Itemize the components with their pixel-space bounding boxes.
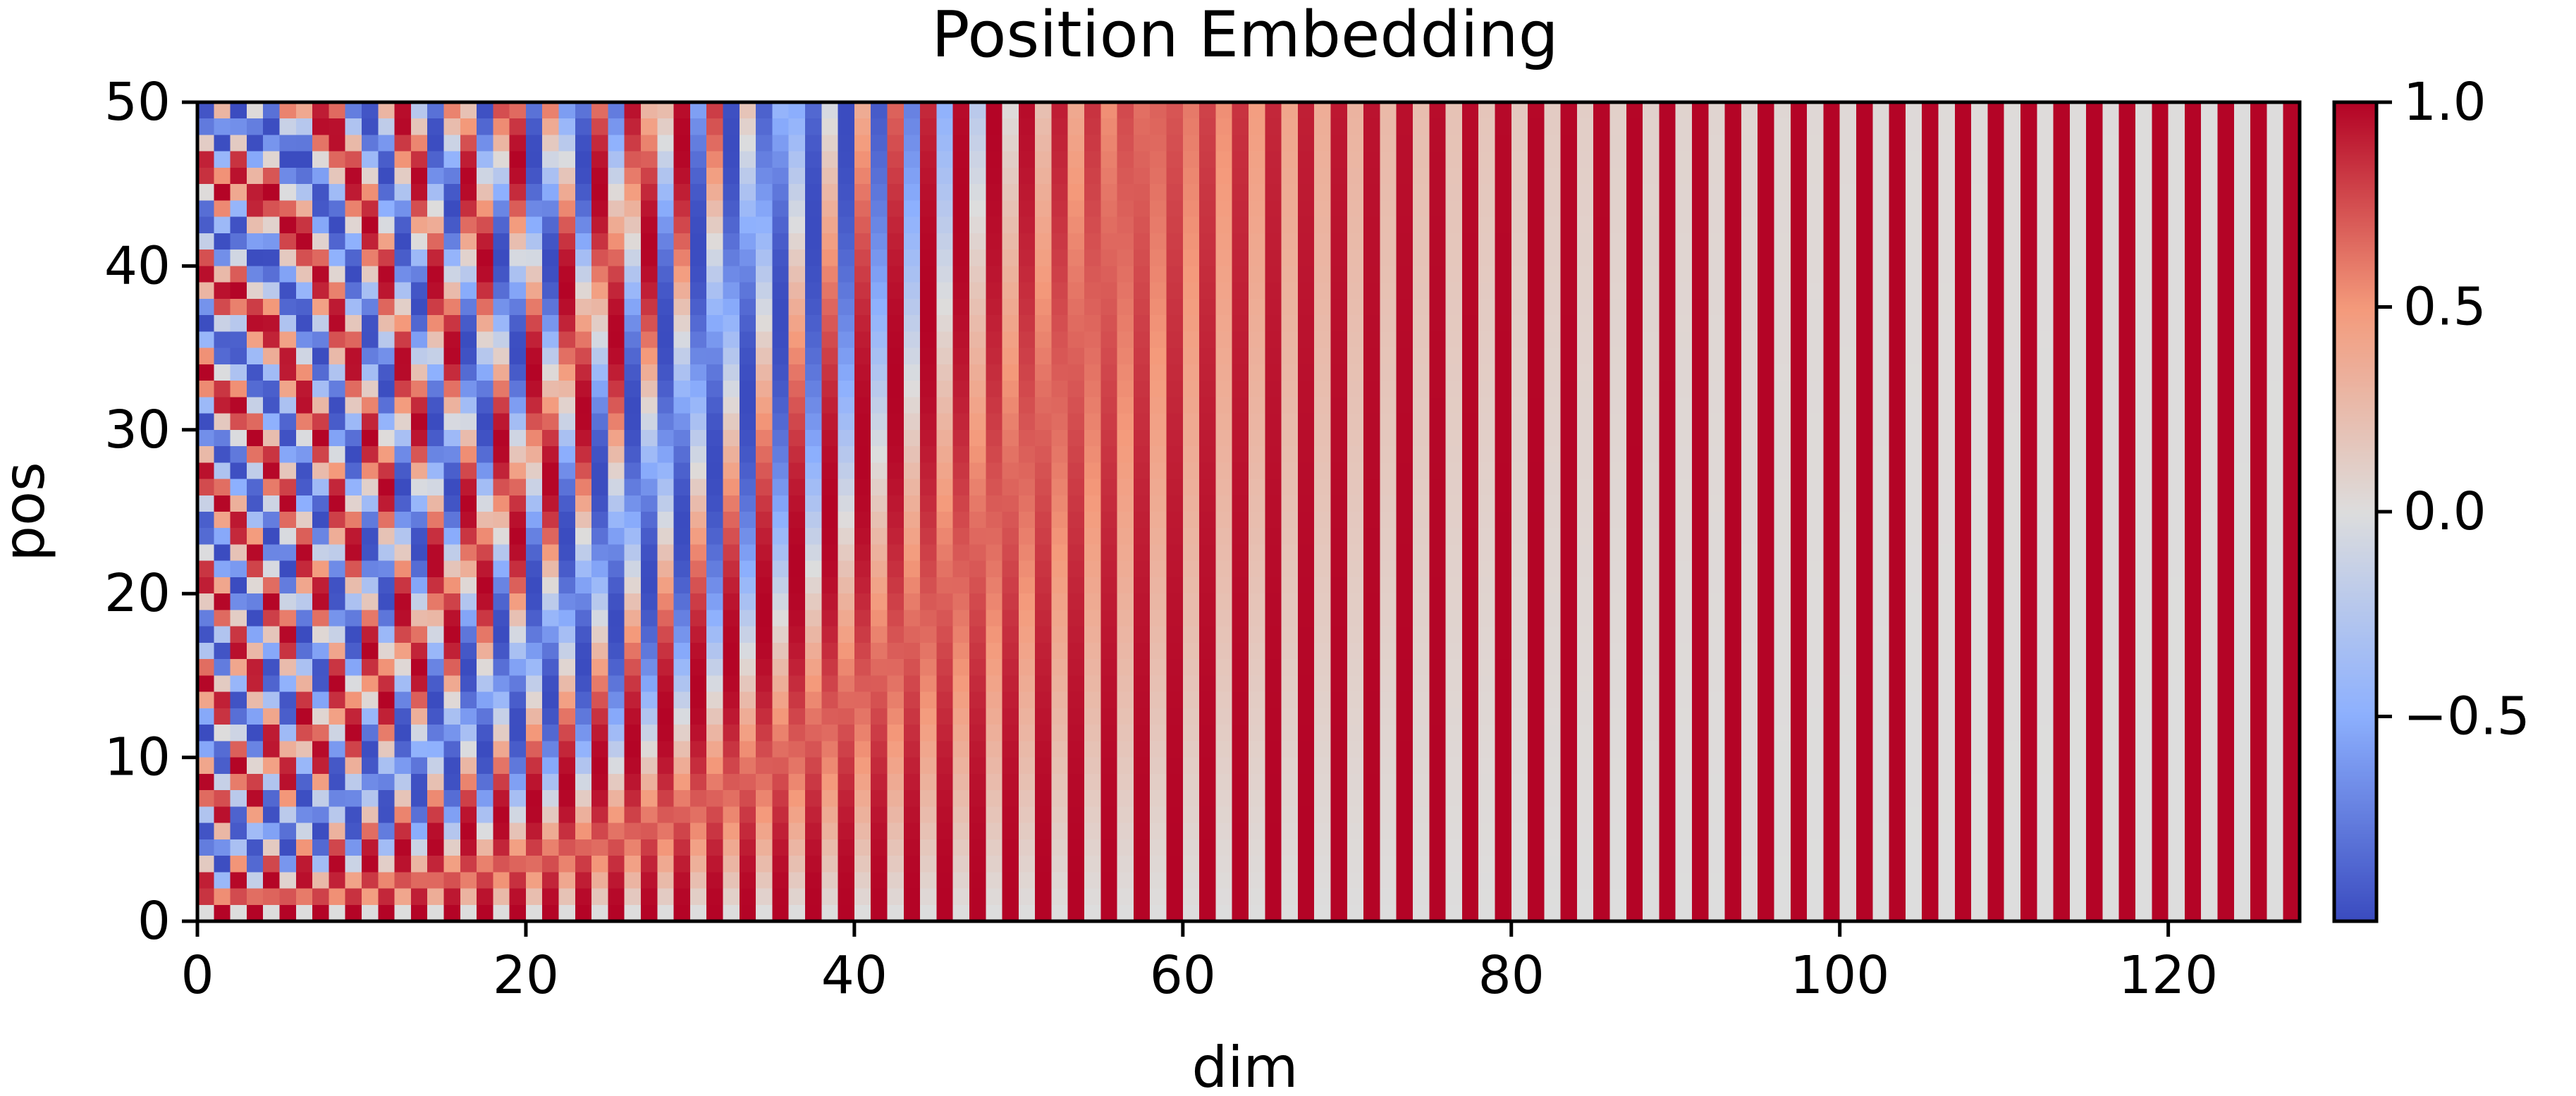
x-axis-ticks: 0 20 40 60 80 100 120 [180, 921, 2218, 1006]
y-tick-label: 40 [104, 235, 171, 296]
x-tick-label: 100 [1790, 945, 1889, 1006]
x-tick-label: 120 [2118, 945, 2218, 1006]
chart-title: Position Embedding [931, 0, 1559, 72]
y-tick-label: 10 [104, 727, 171, 788]
x-axis-label: dim [1192, 1035, 1299, 1096]
plot-frame [195, 100, 2302, 923]
y-tick-label: 0 [137, 891, 171, 952]
colorbar-frame [2332, 100, 2379, 923]
colorbar-tick-label: −0.5 [2403, 686, 2530, 747]
y-tick-label: 30 [104, 400, 171, 460]
y-axis-label: pos [0, 462, 57, 561]
x-tick-label: 20 [493, 945, 559, 1006]
x-tick-label: 40 [821, 945, 888, 1006]
colorbar-tick-label: 0.0 [2403, 481, 2486, 542]
y-tick-label: 20 [104, 563, 171, 624]
x-tick-label: 60 [1150, 945, 1216, 1006]
y-tick-label: 50 [104, 72, 171, 133]
colorbar-tick-label: 1.0 [2403, 72, 2486, 133]
colorbar-gradient [2334, 102, 2376, 921]
colorbar-ticks: 1.0 0.5 0.0 −0.5 [2376, 72, 2530, 747]
x-tick-label: 0 [180, 945, 214, 1006]
colorbar-tick-label: 0.5 [2403, 277, 2486, 338]
heatmap-image [197, 102, 2300, 921]
x-tick-label: 80 [1478, 945, 1545, 1006]
y-axis-ticks: 0 10 20 30 40 50 [104, 72, 197, 952]
